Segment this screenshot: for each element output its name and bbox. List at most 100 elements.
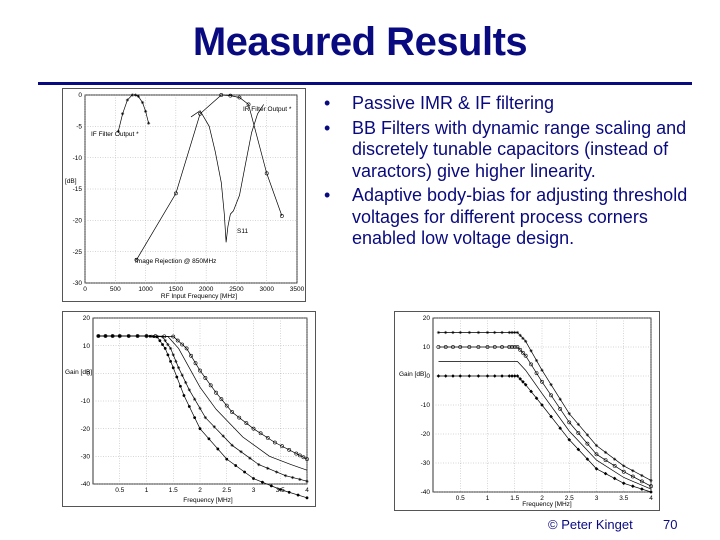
data-point-1 [219, 93, 224, 97]
y-tick-label: -20 [421, 431, 431, 438]
data-point-3 [110, 334, 115, 338]
data-point-0 [133, 93, 137, 97]
data-point-1 [585, 441, 590, 446]
data-point-1 [549, 393, 553, 398]
data-point-0 [136, 94, 140, 98]
data-point-0 [166, 353, 170, 357]
data-point-3 [189, 353, 193, 358]
y-tick-label: 20 [83, 315, 91, 322]
data-point-1 [621, 469, 626, 474]
data-point-0 [287, 490, 291, 494]
data-point-3 [126, 334, 131, 338]
data-point-3 [585, 457, 590, 461]
data-point-0 [467, 330, 471, 335]
data-point-3 [640, 487, 644, 491]
data-point-3 [305, 457, 309, 462]
data-point-0 [500, 330, 504, 335]
x-tick-label: 2.5 [565, 495, 574, 502]
data-point-3 [518, 377, 522, 381]
data-point-1 [266, 466, 270, 470]
data-point-1 [212, 425, 216, 429]
data-point-1 [603, 458, 608, 463]
data-point-1 [512, 345, 517, 349]
data-point-3 [219, 397, 224, 402]
data-point-3 [103, 334, 108, 338]
data-point-1 [221, 434, 225, 438]
data-point-3 [272, 440, 277, 445]
data-point-1 [529, 362, 534, 367]
data-point-1 [239, 450, 243, 454]
data-point-3 [180, 342, 185, 347]
chart-ylabel: Gain [dB] [65, 369, 92, 376]
data-point-0 [534, 358, 539, 363]
data-point-0 [278, 488, 282, 491]
series-2 [438, 361, 652, 490]
x-tick-label: 1.5 [169, 487, 178, 494]
data-point-0 [169, 359, 172, 363]
data-point-1 [180, 373, 184, 377]
chart-annotation: IF Filter Output * [91, 131, 139, 138]
data-point-0 [269, 484, 273, 488]
data-point-1 [521, 350, 525, 355]
data-point-0 [158, 339, 162, 343]
x-tick-label: 3 [595, 495, 599, 502]
data-point-1 [485, 345, 490, 349]
y-tick-label: -10 [81, 398, 91, 405]
data-point-0 [305, 496, 309, 500]
data-point-0 [515, 330, 520, 335]
data-point-0 [198, 427, 202, 431]
data-point-1 [168, 346, 173, 351]
data-point-0 [161, 343, 164, 346]
bullet-item: Passive IMR & IF filtering [322, 93, 702, 115]
data-point-1 [275, 470, 279, 474]
data-point-0 [193, 416, 197, 419]
data-point-3 [198, 368, 202, 373]
chart-annotation: S11 [237, 228, 248, 235]
data-point-0 [540, 368, 544, 372]
series-3 [96, 334, 309, 462]
data-point-1 [291, 475, 295, 480]
data-point-0 [216, 447, 220, 451]
data-point-3 [193, 361, 198, 366]
chart-annotation: Image Rejection @ 850MHz [135, 258, 216, 265]
data-point-1 [96, 334, 100, 338]
chart-frame-rf: 0 500 1000 1500 2000 2500 3000 3500 0 -5 -10 -15 -20… [62, 88, 306, 302]
data-point-3 [521, 380, 525, 384]
data-point-3 [287, 447, 292, 452]
data-point-3 [523, 382, 528, 387]
data-point-0 [140, 100, 145, 105]
data-point-0 [631, 469, 635, 473]
x-tick-label: 1 [486, 495, 490, 502]
data-point-3 [171, 334, 176, 339]
data-point-0 [182, 394, 186, 397]
x-tick-label: 2.5 [222, 487, 231, 494]
data-point-3 [230, 410, 235, 414]
data-point-1 [184, 380, 188, 385]
chart-ylabel: [dB] [65, 178, 77, 185]
x-tick-label: 3500 [290, 286, 305, 293]
y-tick-label: -20 [81, 426, 91, 433]
y-tick-label: -10 [73, 155, 83, 162]
y-tick-label: -30 [421, 460, 431, 467]
data-point-3 [244, 421, 249, 426]
data-point-1 [500, 345, 504, 349]
data-point-0 [163, 347, 167, 350]
data-point-0 [567, 412, 571, 416]
data-point-3 [534, 396, 539, 401]
data-point-0 [225, 457, 229, 461]
data-point-1 [467, 345, 472, 349]
data-point-0 [234, 464, 238, 467]
data-point-3 [280, 444, 284, 449]
chart-ylabel: Gain [dB] [399, 371, 426, 378]
data-point-1 [230, 443, 234, 447]
data-point-0 [171, 366, 175, 370]
chart-frame-bb-gain: 0.5 1 1.5 2 2.5 3 3.5 4 20 10 0 -10 -20 -30 -40 Gain [… [394, 311, 660, 511]
data-point-1 [640, 479, 644, 484]
data-point-1 [193, 397, 197, 401]
series-line-2 [190, 104, 264, 243]
data-point-0 [143, 109, 148, 113]
y-tick-label: -15 [73, 186, 83, 193]
data-point-1 [594, 452, 599, 457]
data-point-3 [451, 374, 455, 378]
data-point-1 [436, 345, 441, 349]
